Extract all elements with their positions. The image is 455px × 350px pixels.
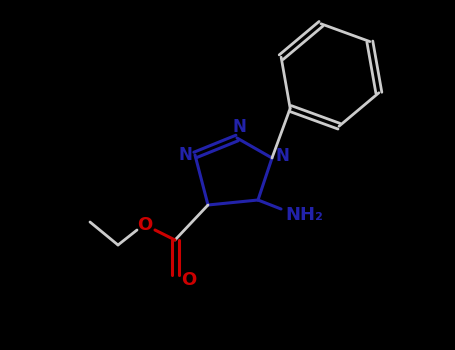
Text: NH₂: NH₂ bbox=[285, 206, 323, 224]
Text: O: O bbox=[137, 216, 152, 234]
Text: N: N bbox=[275, 147, 289, 165]
Text: N: N bbox=[232, 118, 246, 136]
Text: O: O bbox=[182, 271, 197, 289]
Text: N: N bbox=[178, 146, 192, 164]
